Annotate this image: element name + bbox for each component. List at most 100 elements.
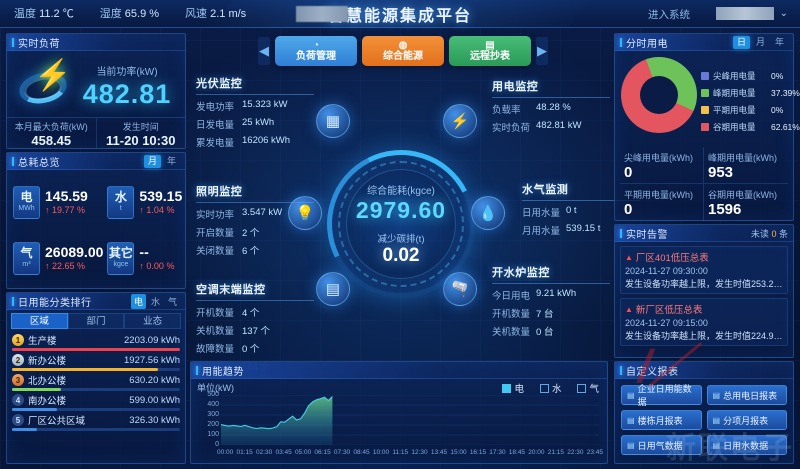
composite-energy-label: 综合能耗(kgce): [367, 185, 435, 197]
alarm-title: 实时告警: [620, 226, 668, 241]
water-node-icon[interactable]: 💧: [471, 196, 505, 230]
rank-bar: [12, 408, 180, 411]
alarm-desc: 发生设备功率越上限，发生时值224.94kW...: [625, 331, 783, 341]
pv-node-icon[interactable]: ▦: [316, 104, 350, 138]
document-icon: ▤: [712, 390, 721, 400]
x-tick: 16:15: [469, 449, 487, 456]
list-item[interactable]: 4 南办公楼 599.00 kWh: [12, 393, 180, 411]
tab-department[interactable]: 部门: [67, 313, 125, 329]
tab-area[interactable]: 区域: [11, 313, 68, 329]
legend-water[interactable]: 水: [539, 381, 561, 395]
total-range-switch[interactable]: 月 年: [143, 154, 180, 168]
ac-node-icon[interactable]: ▤: [316, 272, 350, 306]
rank-bar: [12, 368, 180, 371]
weather-wind: 风速 2.1 m/s: [185, 8, 247, 20]
type-water[interactable]: 水: [150, 296, 160, 307]
realtime-load-title: 实时负荷: [12, 35, 60, 50]
x-tick: 18:45: [508, 449, 526, 456]
composite-energy-value: 2979.60: [355, 196, 447, 223]
rank-badge: 5: [12, 414, 24, 426]
report-button-enterprise-daily[interactable]: ▤ 企业日用能数据: [621, 384, 702, 407]
list-item[interactable]: 1 生产楼 2203.09 kWh: [12, 333, 180, 351]
user-name-masked[interactable]: [716, 7, 774, 20]
boiler-node-icon[interactable]: 🫗: [443, 272, 477, 306]
realtime-load-header: 实时负荷: [7, 34, 185, 51]
legend-electricity[interactable]: 电: [502, 381, 524, 395]
report-button-gas-daily[interactable]: ▤ 日用气数据: [621, 435, 702, 455]
rank-name: 新办公楼: [28, 356, 67, 367]
tile-other[interactable]: 其它 kgce -- ↑ 0.00 %: [107, 232, 182, 284]
report-button-water-daily[interactable]: ▤ 日用水数据: [706, 435, 787, 455]
total-overview-header: 总耗总览 月 年: [7, 153, 185, 170]
rank-name: 生产楼: [28, 336, 57, 347]
x-axis: 00:00 01:15 02:30 03:45 05:00 06:15 07:30 08:45…: [217, 449, 603, 456]
alarm-device: 厂区401低压总表: [635, 253, 709, 264]
alarm-time: 2024-11-27 09:30:00: [625, 266, 708, 276]
list-item[interactable]: ▲ 新厂区低压总表 2024-11-27 09:15:00 发生设备功率越上限，…: [620, 298, 788, 346]
list-item[interactable]: 2 新办公楼 1927.56 kWh: [12, 353, 180, 371]
list-item[interactable]: ▲ 厂区401低压总表 2024-11-27 09:30:00 发生设备功率越上…: [620, 246, 788, 294]
nav-next-icon[interactable]: ▶: [536, 37, 548, 65]
trend-title: 用能趋势: [196, 363, 244, 378]
chevron-down-icon[interactable]: ⌄: [779, 8, 788, 19]
alarm-icon: ▲: [625, 252, 633, 262]
timeshare-legend: 尖峰用电量 0% 峰期用电量 37.39% 平期用电量 0% 谷期用电量 62.61%: [697, 57, 800, 146]
type-gas[interactable]: 气: [167, 296, 177, 307]
water-icon: 水 t: [107, 185, 135, 219]
kpi-sharp-peak: 尖峰用电量(kWh) 0: [620, 147, 704, 184]
list-item[interactable]: 5 厂区公共区域 326.30 kWh: [12, 413, 180, 431]
alarm-header: 实时告警 未读 0 条: [615, 225, 793, 242]
tile-value: 26089.00: [45, 244, 104, 260]
report-button-subitem-monthly[interactable]: ▤ 分项月报表: [706, 410, 787, 430]
trend-unit-label: 单位(kW): [197, 383, 234, 393]
timeshare-panel: 分时用电 日 月 年 尖峰用电量 0% 峰期用电量 37.39% 平期用电量 0% 谷…: [614, 33, 800, 221]
nav-button-remote-meter[interactable]: ▤ 远程抄表: [449, 36, 531, 66]
report-button-total-electric-daily[interactable]: ▤ 总用电日报表: [706, 385, 787, 405]
nav-button-load-management[interactable]: ◔ 负荷管理: [275, 36, 357, 66]
report-button-building-monthly[interactable]: ▤ 楼栋月报表: [621, 410, 702, 430]
range-option-year[interactable]: 年: [166, 155, 176, 166]
trend-chart: 单位(kW) 电 水 气 500 400 300 200 100 0 00:00 01:15…: [191, 379, 607, 463]
hvac-module-title: 空调末端监控: [196, 281, 314, 301]
rank-badge: 4: [12, 394, 24, 406]
power-bolt-icon: ⚡: [13, 57, 75, 115]
legend-gas[interactable]: 气: [577, 381, 599, 395]
timeshare-option-month[interactable]: 月: [755, 36, 765, 47]
nav-button-integrated-energy[interactable]: ◍ 综合能源: [362, 36, 444, 66]
rank-name: 南办公楼: [28, 396, 67, 407]
rank-badge: 2: [12, 354, 24, 366]
energy-trend-panel: 用能趋势 单位(kW) 电 水 气 500 400 300 200 100 0 00:00…: [190, 361, 608, 464]
lighting-module-title: 照明监控: [196, 183, 314, 203]
total-overview-title: 总耗总览: [12, 154, 60, 169]
range-option-month[interactable]: 月: [143, 154, 161, 168]
occur-time-value: 11-20 10:30: [106, 133, 176, 148]
document-icon: ▤: [712, 415, 721, 425]
boiler-module-title: 开水炉监控: [492, 264, 610, 284]
timeshare-option-year[interactable]: 年: [774, 36, 784, 47]
timeshare-option-day[interactable]: 日: [732, 35, 750, 49]
month-max-label: 本月最大负荷(kW): [14, 122, 88, 132]
rank-name: 厂区公共区域: [28, 416, 86, 427]
ranking-type-switch[interactable]: 电 水 气: [130, 293, 180, 309]
trend-legend[interactable]: 电 水 气: [502, 381, 599, 395]
tab-business[interactable]: 业态: [124, 313, 182, 329]
custom-report-panel: 自定义报表 ▤ 企业日用能数据 ▤ 总用电日报表 ▤ 楼栋月报表 ▤ 分项月报表 ▤ 日用…: [614, 361, 794, 464]
rank-value: 1927.56 kWh: [124, 354, 180, 366]
tile-water[interactable]: 水 t 539.15 ↑ 1.04 %: [107, 176, 182, 228]
tile-gas[interactable]: 气 m³ 26089.00 ↑ 22.65 %: [13, 232, 103, 284]
lamp-node-icon[interactable]: 💡: [288, 196, 322, 230]
timeshare-range-switch[interactable]: 日 月 年: [732, 35, 788, 49]
ranking-tabs[interactable]: 区域 部门 业态: [11, 313, 182, 329]
report-title: 自定义报表: [620, 363, 679, 378]
alarm-panel: 实时告警 未读 0 条 ▲ 厂区401低压总表 2024-11-27 09:30…: [614, 224, 794, 358]
enter-system-link[interactable]: 进入系统: [648, 9, 690, 21]
tile-electricity[interactable]: 电 MWh 145.59 ↑ 19.77 %: [13, 176, 103, 228]
type-electricity[interactable]: 电: [130, 293, 146, 309]
report-header: 自定义报表: [615, 362, 793, 379]
list-item[interactable]: 3 北办公楼 630.20 kWh: [12, 373, 180, 391]
x-tick: 02:30: [255, 449, 273, 456]
ranking-title: 日用能分类排行: [12, 294, 92, 309]
electric-node-icon[interactable]: ⚡: [443, 104, 477, 138]
alarm-device: 新厂区低压总表: [635, 305, 703, 316]
nav-prev-icon[interactable]: ◀: [258, 37, 270, 65]
